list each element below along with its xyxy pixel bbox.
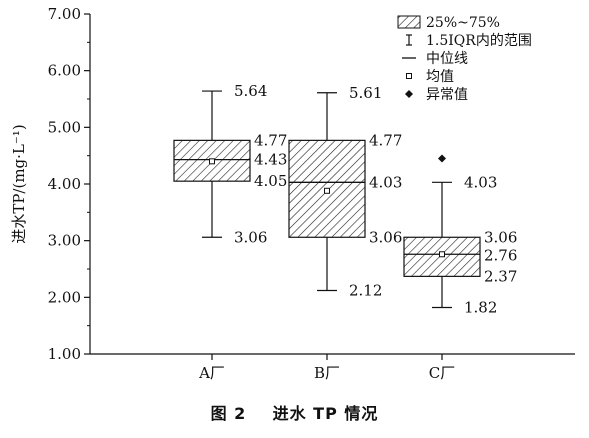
- figure-caption: 图 2 进水 TP 情况: [0, 400, 589, 424]
- y-tick-label: 5.00: [48, 118, 81, 136]
- figure-number: 图 2: [210, 404, 247, 423]
- box-A厂: 5.64 3.06 4.77 4.43 4.05: [173, 82, 287, 246]
- x-tick-label: B厂: [314, 364, 340, 382]
- y-tick-label: 4.00: [48, 175, 81, 193]
- label-median: 2.76: [484, 246, 517, 264]
- x-tick-label: A厂: [198, 364, 225, 382]
- legend-label-outlier: 异常值: [426, 87, 468, 103]
- label-q3: 3.06: [484, 228, 517, 246]
- box-B厂: 5.61 2.12 4.77 4.03 3.06: [288, 84, 402, 300]
- y-tick-label: 2.00: [48, 288, 81, 306]
- legend-label-range: 1.5IQR内的范围: [426, 32, 532, 49]
- box-plot-chart: 1.00 2.00 3.00 4.00 5.00 6.00 7.00 进水TP/(mg·L⁻¹…: [10, 5, 575, 382]
- outlier-marker: [438, 154, 446, 163]
- label-whisker-low: 1.82: [464, 299, 497, 317]
- y-tick-label: 1.00: [48, 345, 81, 363]
- y-tick-label: 7.00: [48, 5, 81, 23]
- legend-swatch-outlier: [405, 90, 413, 98]
- label-q3: 4.77: [369, 131, 402, 149]
- label-q1: 3.06: [369, 228, 402, 246]
- label-whisker-high: 5.61: [349, 84, 382, 102]
- label-whisker-low: 2.12: [349, 282, 382, 300]
- x-tick-label: C厂: [429, 364, 455, 382]
- label-median: 4.43: [254, 151, 287, 169]
- label-q3: 4.77: [254, 131, 287, 149]
- boxes-group: 5.64 3.06 4.77 4.43 4.05 5.61 2.12 4.77 4.03 3.06…: [173, 82, 517, 317]
- y-axis-label: 进水TP/(mg·L⁻¹): [10, 124, 28, 243]
- label-whisker-high: 5.64: [234, 82, 267, 100]
- legend-label-median: 中位线: [426, 51, 468, 67]
- mean-marker: [324, 187, 330, 194]
- label-q1: 2.37: [484, 267, 517, 285]
- label-median: 4.03: [369, 173, 402, 191]
- y-tick-label: 6.00: [48, 62, 81, 80]
- legend-label-iqr: 25%~75%: [426, 15, 500, 31]
- label-whisker-high: 4.03: [464, 173, 497, 191]
- label-q1: 4.05: [254, 172, 287, 190]
- legend-swatch-iqr: [397, 15, 421, 29]
- figure-title: 进水 TP 情况: [272, 404, 379, 423]
- box-C厂: 4.03 1.82 3.062.76 2.37: [403, 154, 517, 317]
- mean-marker: [209, 158, 215, 165]
- label-whisker-low: 3.06: [234, 228, 267, 246]
- mean-marker: [439, 251, 445, 258]
- y-tick-label: 3.00: [48, 232, 81, 250]
- legend-swatch-mean: [406, 73, 412, 79]
- legend-label-mean: 均值: [426, 69, 454, 85]
- axes: 1.00 2.00 3.00 4.00 5.00 6.00 7.00 进水TP/(mg·L⁻¹…: [10, 5, 575, 382]
